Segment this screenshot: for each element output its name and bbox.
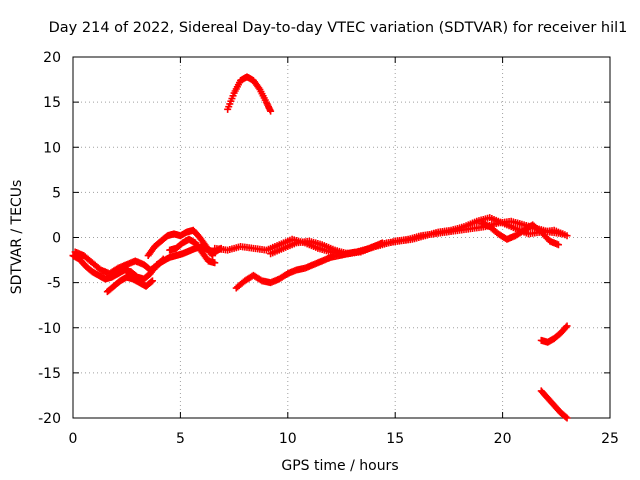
data-point — [267, 107, 275, 115]
x-tick-label: 25 — [601, 431, 619, 447]
series-track-3 — [103, 273, 156, 296]
x-tick-label: 15 — [386, 431, 404, 447]
series-track-4 — [144, 226, 217, 260]
series-track-5 — [166, 235, 219, 267]
data-point — [554, 241, 562, 249]
y-axis-title: SDTVAR / TECUs — [9, 180, 25, 295]
y-tick-label: 20 — [43, 50, 61, 66]
data-point — [563, 322, 571, 330]
x-tick-label: 20 — [494, 431, 512, 447]
data-point — [148, 277, 156, 285]
data-point — [209, 252, 217, 260]
grid — [73, 57, 610, 418]
y-tick-label: 0 — [52, 231, 61, 247]
data-point — [159, 255, 167, 263]
data-point — [211, 259, 219, 267]
series-track-9 — [477, 219, 562, 249]
data-point — [562, 413, 570, 421]
data-points — [69, 73, 571, 422]
data-point — [563, 232, 571, 240]
y-tick-label: 15 — [43, 95, 61, 111]
series-track-12 — [537, 387, 571, 422]
series-track-11 — [537, 322, 571, 346]
axis-ticks: 0 5 10 15 20 25 -20 -15 -10 -5 0 5 10 15 20 — [38, 50, 619, 447]
y-tick-label: 10 — [43, 140, 61, 156]
y-tick-label: -20 — [38, 411, 61, 427]
series-track-8 — [232, 239, 386, 292]
x-tick-label: 5 — [176, 431, 185, 447]
data-point — [255, 84, 263, 92]
x-tick-label: 10 — [279, 431, 297, 447]
series-track-2 — [71, 248, 167, 278]
x-axis-title: GPS time / hours — [281, 458, 398, 474]
data-point — [147, 278, 155, 286]
y-tick-label: -10 — [38, 321, 61, 337]
y-tick-label: 5 — [52, 185, 61, 201]
x-tick-label: 0 — [69, 431, 78, 447]
y-tick-label: -5 — [47, 276, 61, 292]
data-point — [208, 250, 216, 258]
series-track-10 — [224, 73, 275, 115]
chart-title: Day 214 of 2022, Sidereal Day-to-day VTE… — [49, 20, 628, 36]
data-point — [563, 414, 571, 422]
data-point — [562, 323, 570, 331]
series-track-7 — [267, 214, 571, 258]
data-point — [378, 239, 386, 247]
y-tick-label: -15 — [38, 366, 61, 382]
data-point — [158, 256, 166, 264]
